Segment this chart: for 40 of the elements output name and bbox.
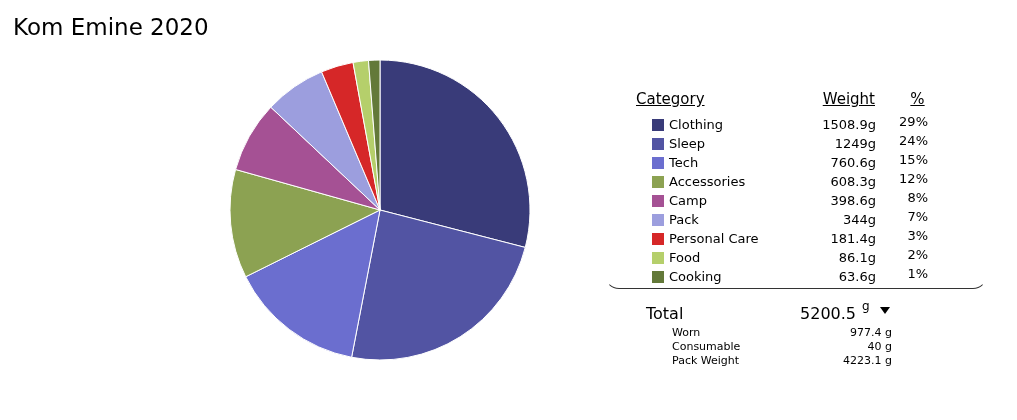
text: Category: [636, 90, 705, 108]
text: 29%: [898, 114, 928, 129]
text: Total: [646, 304, 684, 323]
legend-label: Sleep: [669, 136, 706, 151]
text: Consumable: [672, 340, 741, 353]
text: 1%: [906, 266, 928, 281]
legend-label: Pack: [669, 212, 699, 227]
data-label: 1508.9g: [821, 117, 876, 132]
data-label: 1249g: [833, 136, 876, 151]
text: 15%: [898, 152, 928, 167]
text: 3%: [906, 228, 928, 243]
text: 4223.1 g: [842, 354, 892, 367]
data-label: 63.6g: [837, 269, 876, 284]
legend-label: Cooking: [669, 269, 722, 284]
text: 5200.5: [799, 304, 856, 323]
legend-label: Tech: [669, 155, 699, 170]
data-label: 398.6g: [829, 193, 876, 208]
text: Weight: [821, 90, 875, 108]
legend-label: Personal Care: [669, 231, 759, 246]
legend-label: Accessories: [669, 174, 746, 189]
text: 8%: [906, 190, 928, 205]
text: 977.4 g: [849, 326, 892, 339]
text: %: [909, 90, 926, 108]
data-label: 181.4g: [829, 231, 876, 246]
text: Pack Weight: [672, 354, 740, 367]
text: 24%: [898, 133, 928, 148]
legend-label: Food: [669, 250, 701, 265]
text: 12%: [898, 171, 928, 186]
data-label: 86.1g: [837, 250, 876, 265]
chart-title: Kom Emine 2020: [13, 13, 209, 40]
text: g: [862, 299, 870, 313]
text: 7%: [906, 209, 928, 224]
text: 40 g: [866, 340, 892, 353]
legend-label: Clothing: [669, 117, 724, 132]
text: Worn: [672, 326, 701, 339]
legend-label: Camp: [669, 193, 707, 208]
data-label: 344g: [841, 212, 876, 227]
text: 2%: [906, 247, 928, 262]
data-label: 608.3g: [829, 174, 876, 189]
data-label: 760.6g: [829, 155, 876, 170]
